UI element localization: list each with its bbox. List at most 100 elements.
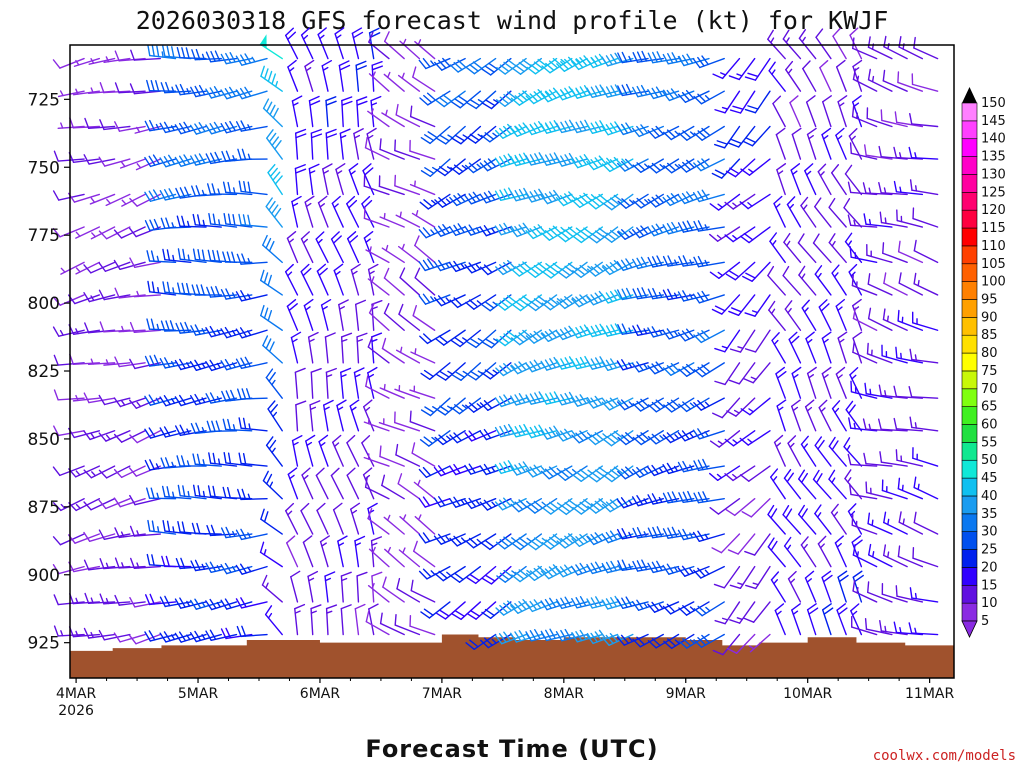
wind-barb xyxy=(144,630,177,642)
barb-flag xyxy=(221,390,227,402)
barb-staff xyxy=(363,185,390,196)
barb-flag xyxy=(235,529,243,541)
barb-flag xyxy=(621,528,628,539)
barb-half-flag xyxy=(90,597,94,604)
barb-staff xyxy=(897,555,924,568)
barb-half-flag xyxy=(704,533,709,540)
barb-flag xyxy=(617,470,627,480)
barb-flag xyxy=(418,295,427,305)
barb-half-flag xyxy=(721,345,729,349)
wind-barb xyxy=(265,197,283,228)
barb-flag xyxy=(572,474,582,483)
barb-staff xyxy=(384,40,405,60)
barb-flag xyxy=(514,125,523,136)
barb-flag xyxy=(161,485,166,498)
barb-flag xyxy=(287,59,297,68)
wind-barb xyxy=(556,294,588,310)
barb-half-flag xyxy=(321,542,327,547)
barb-flag xyxy=(236,625,242,638)
wind-barb xyxy=(414,39,436,60)
barb-flag xyxy=(594,532,603,542)
barb-flag xyxy=(835,298,846,307)
wind-barb xyxy=(714,362,741,386)
barb-flag xyxy=(767,29,774,40)
barb-flag xyxy=(549,153,556,164)
wind-barb xyxy=(175,321,207,334)
barb-flag xyxy=(655,399,665,408)
wind-barb xyxy=(339,128,351,160)
wind-barb xyxy=(556,533,588,549)
barb-half-flag xyxy=(643,468,649,475)
wind-barb xyxy=(419,329,451,345)
wind-barb xyxy=(692,189,725,203)
barb-half-flag xyxy=(674,259,678,266)
barb-flag xyxy=(503,297,513,306)
wind-barb xyxy=(300,502,314,535)
barb-flag xyxy=(568,152,576,164)
barb-flag xyxy=(290,331,302,339)
wind-barb xyxy=(341,96,353,128)
barb-flag xyxy=(220,628,227,640)
wind-barb xyxy=(617,465,649,480)
barb-flag xyxy=(545,268,556,276)
barb-flag xyxy=(206,183,212,195)
barb-flag xyxy=(308,163,320,170)
barb-staff xyxy=(911,83,939,92)
barb-flag xyxy=(52,564,60,575)
barb-half-flag xyxy=(171,86,175,93)
barb-flag xyxy=(883,272,887,284)
barb-flag xyxy=(767,504,775,516)
barb-half-flag xyxy=(491,501,497,507)
barb-flag xyxy=(196,284,201,296)
wind-barb xyxy=(99,321,131,333)
barb-flag xyxy=(729,619,741,624)
barb-flag xyxy=(370,95,382,102)
barb-flag xyxy=(422,259,431,270)
colorbar-cell xyxy=(961,209,978,229)
barb-half-flag xyxy=(871,519,874,527)
wind-barb xyxy=(160,320,192,332)
barb-flag xyxy=(533,425,541,436)
wind-barb xyxy=(632,256,664,270)
barb-flag xyxy=(205,51,212,63)
wind-barb xyxy=(354,535,366,568)
barb-half-flag xyxy=(602,264,608,270)
wind-barb xyxy=(898,36,924,60)
barb-flag xyxy=(174,598,182,609)
barb-flag xyxy=(225,150,232,162)
barb-half-flag xyxy=(786,544,792,551)
barb-flag xyxy=(767,265,775,277)
wind-barb xyxy=(586,323,619,338)
barb-flag xyxy=(610,85,617,96)
barb-half-flag xyxy=(75,328,79,335)
barb-flag xyxy=(677,291,685,302)
barb-staff xyxy=(57,158,85,162)
barb-flag xyxy=(287,31,297,41)
barb-flag xyxy=(845,400,854,411)
barb-half-flag xyxy=(493,338,499,343)
wind-barb xyxy=(863,452,893,467)
wind-barb xyxy=(235,290,268,302)
wind-barb xyxy=(911,73,939,92)
wind-barb xyxy=(678,601,710,616)
barb-staff xyxy=(913,250,939,264)
barb-flag xyxy=(614,52,622,63)
barb-flag xyxy=(595,324,602,336)
barb-half-flag xyxy=(628,636,634,643)
barb-flag xyxy=(129,525,136,537)
barb-flag xyxy=(147,44,151,57)
barb-flag xyxy=(209,152,217,164)
wind-barb xyxy=(770,468,786,500)
barb-flag xyxy=(423,94,433,104)
barb-half-flag xyxy=(460,537,466,543)
barb-flag xyxy=(782,29,790,40)
barb-flag xyxy=(356,571,368,577)
wind-barb xyxy=(206,420,238,432)
barb-flag xyxy=(422,466,432,477)
wind-barb xyxy=(222,486,253,500)
barb-flag xyxy=(479,162,489,172)
barb-flag xyxy=(686,220,694,232)
wind-barb xyxy=(693,90,725,105)
barb-flag xyxy=(177,521,181,533)
barb-flag xyxy=(247,181,251,194)
